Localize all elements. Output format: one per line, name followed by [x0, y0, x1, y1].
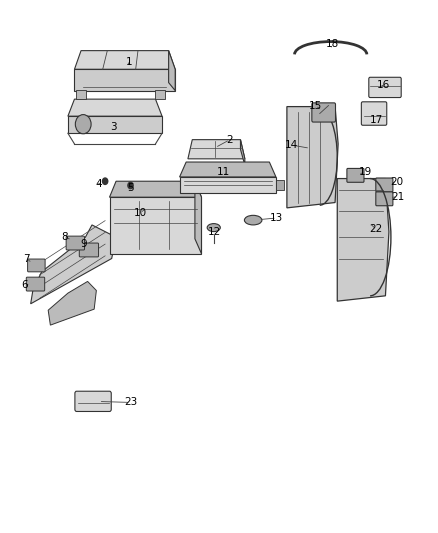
FancyBboxPatch shape	[376, 192, 393, 206]
FancyBboxPatch shape	[376, 178, 393, 192]
Polygon shape	[195, 181, 201, 254]
Polygon shape	[31, 225, 116, 304]
Polygon shape	[188, 140, 245, 159]
FancyBboxPatch shape	[75, 391, 111, 411]
Polygon shape	[240, 140, 245, 165]
Text: 14: 14	[285, 140, 298, 150]
Circle shape	[102, 178, 108, 184]
Polygon shape	[48, 281, 96, 325]
FancyBboxPatch shape	[347, 168, 364, 182]
Text: 6: 6	[21, 280, 28, 290]
Polygon shape	[337, 179, 389, 301]
Text: 13: 13	[270, 213, 283, 223]
Circle shape	[75, 115, 91, 134]
Text: 7: 7	[23, 254, 30, 264]
Text: 16: 16	[377, 80, 390, 90]
FancyBboxPatch shape	[66, 236, 85, 250]
Polygon shape	[110, 197, 201, 254]
Text: 21: 21	[391, 192, 404, 201]
Polygon shape	[68, 99, 162, 116]
Ellipse shape	[244, 215, 262, 225]
Circle shape	[128, 182, 133, 189]
FancyBboxPatch shape	[28, 259, 45, 272]
Text: 9: 9	[80, 239, 87, 248]
Polygon shape	[180, 162, 276, 177]
Text: 22: 22	[369, 224, 382, 234]
Text: 15: 15	[309, 101, 322, 110]
Polygon shape	[287, 107, 338, 208]
FancyBboxPatch shape	[361, 102, 387, 125]
Text: 4: 4	[95, 179, 102, 189]
Text: 12: 12	[208, 227, 221, 237]
Bar	[276, 180, 284, 190]
Text: 10: 10	[134, 208, 147, 218]
Bar	[76, 90, 86, 99]
Text: 2: 2	[226, 135, 233, 144]
Text: 5: 5	[127, 183, 134, 193]
Polygon shape	[169, 51, 175, 91]
Text: 23: 23	[124, 398, 137, 407]
Text: 11: 11	[217, 167, 230, 176]
FancyBboxPatch shape	[312, 103, 336, 122]
Polygon shape	[110, 181, 201, 197]
FancyBboxPatch shape	[369, 77, 401, 98]
Text: 17: 17	[370, 115, 383, 125]
Ellipse shape	[207, 224, 220, 232]
FancyBboxPatch shape	[79, 243, 99, 257]
Polygon shape	[68, 116, 162, 133]
Text: 8: 8	[61, 232, 68, 241]
Text: 3: 3	[110, 122, 117, 132]
Text: 18: 18	[325, 39, 339, 49]
Polygon shape	[74, 51, 175, 69]
Text: 1: 1	[126, 58, 133, 67]
Polygon shape	[74, 69, 175, 91]
Bar	[155, 90, 165, 99]
FancyBboxPatch shape	[26, 277, 45, 291]
Polygon shape	[180, 177, 276, 193]
Text: 20: 20	[390, 177, 403, 187]
Text: 19: 19	[359, 167, 372, 177]
